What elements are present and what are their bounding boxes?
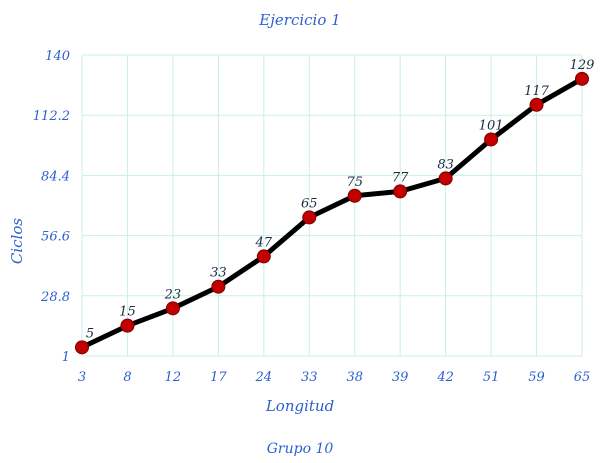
data-labels: 5 15 23 33 47 65 75 77 83 101 117 129 (86, 58, 595, 342)
y-tick-label: 140 (45, 49, 70, 64)
series-line (79, 76, 585, 350)
data-point (347, 188, 362, 203)
data-points (75, 71, 589, 355)
y-tick-label: 1 (62, 350, 70, 365)
data-label: 83 (437, 157, 454, 172)
x-axis-label: Longitud (265, 397, 334, 415)
x-axis-ticks: 3 8 12 17 24 33 38 39 42 51 59 65 (78, 370, 590, 385)
data-point (120, 318, 135, 333)
x-tick-label: 38 (346, 370, 363, 385)
x-tick-label: 17 (210, 370, 227, 385)
data-label: 77 (392, 170, 409, 185)
data-label: 23 (164, 287, 182, 302)
data-point (484, 132, 499, 147)
data-point (211, 279, 226, 294)
x-tick-label: 51 (483, 370, 500, 385)
data-point (575, 71, 589, 86)
x-tick-label: 39 (392, 370, 409, 385)
x-tick-label: 24 (255, 370, 273, 385)
y-tick-label: 112.2 (33, 109, 70, 124)
data-label: 117 (524, 84, 550, 99)
data-label: 129 (570, 58, 595, 73)
x-tick-label: 8 (123, 370, 131, 385)
x-tick-label: 3 (78, 370, 86, 385)
x-tick-label: 12 (165, 370, 182, 385)
data-point (302, 210, 317, 225)
data-point (75, 340, 89, 355)
data-point (165, 301, 180, 316)
y-axis-ticks: 1 28.8 56.6 84.4 112.2 140 (33, 49, 70, 365)
y-tick-label: 28.8 (40, 290, 70, 305)
chart-title: Ejercicio 1 (258, 11, 340, 29)
y-axis-label: Ciclos (8, 218, 26, 265)
data-label: 47 (255, 235, 273, 250)
data-label: 101 (479, 118, 504, 133)
x-tick-label: 59 (528, 370, 545, 385)
chart-subtitle: Grupo 10 (267, 441, 334, 457)
data-label: 65 (301, 196, 318, 211)
data-point (256, 249, 271, 264)
data-point (438, 171, 453, 186)
data-label: 75 (346, 175, 363, 190)
y-tick-label: 84.4 (41, 169, 70, 184)
data-point (393, 184, 408, 199)
data-label: 33 (210, 266, 227, 281)
data-label: 5 (86, 326, 94, 341)
y-tick-label: 56.6 (41, 230, 70, 245)
x-tick-label: 42 (436, 370, 454, 385)
x-tick-label: 33 (301, 370, 318, 385)
data-point (529, 97, 544, 112)
data-label: 15 (119, 305, 136, 320)
x-tick-label: 65 (574, 370, 591, 385)
